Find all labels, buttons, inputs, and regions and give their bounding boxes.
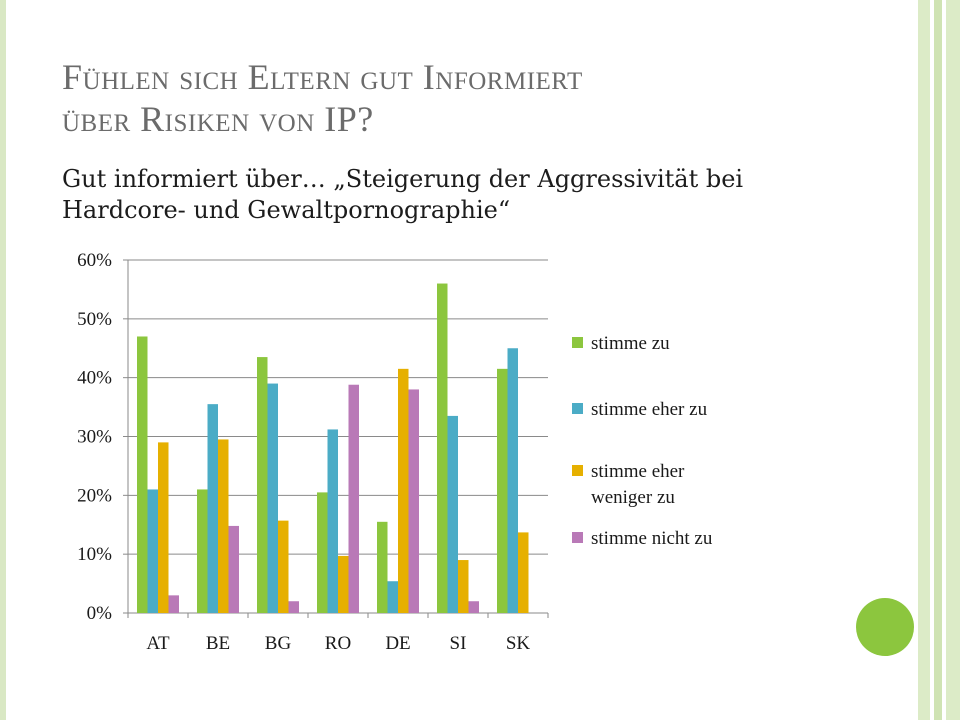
y-tick-label: 20%: [77, 485, 112, 506]
bar: [288, 601, 299, 613]
bar: [377, 521, 388, 613]
bar: [137, 336, 148, 613]
y-tick-label: 40%: [77, 368, 112, 389]
bar: [437, 283, 448, 613]
bar: [507, 348, 518, 613]
x-tick-label: BG: [265, 633, 292, 654]
decorative-circle: [856, 598, 914, 656]
x-tick-label: BE: [206, 633, 230, 654]
legend-label: stimme eher zu: [591, 399, 708, 420]
bar: [197, 489, 208, 613]
x-tick-label: DE: [385, 633, 410, 654]
bar: [458, 560, 469, 613]
y-tick-label: 0%: [87, 603, 113, 624]
right-frame-stripe: [918, 0, 930, 720]
bar: [218, 439, 229, 613]
slide-title-line: Fühlen sich Eltern gut Informiert: [62, 57, 583, 97]
x-tick-label: AT: [146, 633, 170, 654]
bar: [257, 357, 268, 613]
y-tick-label: 50%: [77, 309, 112, 330]
right-frame-stripe: [934, 0, 942, 720]
bar: [387, 581, 398, 613]
bar: [398, 368, 409, 613]
slide-subtitle-line: Hardcore- und Gewaltpornographie“: [62, 196, 511, 224]
y-tick-label: 30%: [77, 427, 112, 448]
legend-label: stimme eher: [591, 461, 685, 482]
x-tick-label: SK: [506, 633, 531, 654]
slide-title-line: über Risiken von IP?: [62, 99, 374, 139]
legend-swatch: [572, 403, 583, 414]
right-frame-stripe: [946, 0, 960, 720]
bar: [228, 525, 239, 613]
left-frame-stripe: [0, 0, 6, 720]
y-tick-label: 60%: [77, 250, 112, 271]
bar: [317, 492, 328, 613]
bar: [468, 601, 479, 613]
bar: [408, 389, 419, 613]
legend-swatch: [572, 532, 583, 543]
legend-label: stimme nicht zu: [591, 528, 713, 549]
bar: [338, 555, 349, 613]
x-tick-label: SI: [450, 633, 467, 654]
legend-label: weniger zu: [591, 487, 675, 508]
slide-subtitle: Gut informiert über… „Steigerung der Agg…: [62, 164, 892, 226]
slide-subtitle-line: Gut informiert über… „Steigerung der Agg…: [62, 165, 744, 193]
bar: [278, 520, 289, 613]
legend-swatch: [572, 337, 583, 348]
slide-title: Fühlen sich Eltern gut Informiert über R…: [62, 56, 882, 140]
bar: [327, 429, 338, 613]
bar: [497, 368, 508, 613]
bar: [447, 415, 458, 613]
bar: [348, 384, 359, 613]
legend-label: stimme zu: [591, 333, 670, 354]
bar: [168, 595, 179, 613]
legend-swatch: [572, 465, 583, 476]
y-tick-label: 10%: [77, 544, 112, 565]
bar: [267, 383, 278, 613]
bar: [207, 404, 218, 613]
x-tick-label: RO: [325, 633, 351, 654]
bar: [518, 532, 529, 613]
bar: [158, 442, 169, 613]
bar: [147, 489, 158, 613]
